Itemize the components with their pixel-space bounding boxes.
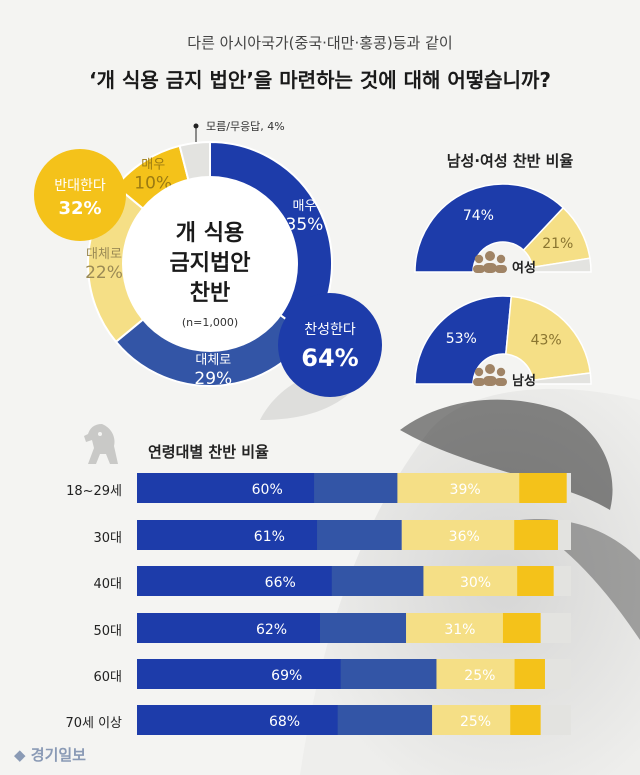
gender-slice-value: 21%: [542, 236, 573, 252]
gender-slice-value: 53%: [446, 331, 477, 347]
oppose-bubble-label: 반대한다: [54, 178, 106, 194]
age-bar-oppose-value: 30%: [460, 575, 491, 591]
logo: ◆ 경기일보: [14, 744, 86, 765]
age-bar-oppose-value: 39%: [450, 482, 481, 498]
page-title: ‘개 식용 금지 법안’을 마련하는 것에 대해 어떻습니까?: [89, 68, 551, 92]
donut-n-label: (n=1,000): [182, 316, 238, 329]
donut-slice-value: 35%: [286, 215, 324, 235]
age-bar-support-value: 61%: [254, 529, 285, 545]
age-bar-support-mild: [337, 705, 433, 735]
oppose-bubble-value: 32%: [58, 198, 101, 219]
donut-slice-label: 대체로: [195, 353, 231, 368]
age-bar-oppose-strong: [514, 659, 545, 689]
age-bar-oppose-value: 25%: [460, 714, 491, 730]
dog-icon: [84, 424, 118, 464]
logo-text: 경기일보: [30, 746, 86, 764]
age-bar-support-mild: [319, 613, 407, 643]
donut-slice-label: 매우: [292, 199, 316, 214]
age-bar-support-value: 66%: [265, 575, 296, 591]
age-category-label: 40대: [93, 577, 122, 592]
age-bar-oppose-value: 31%: [444, 622, 475, 638]
donut-slice-label: 매우: [141, 158, 165, 173]
age-section-title: 연령대별 찬반 비율: [148, 443, 269, 461]
age-category-label: 70세 이상: [65, 716, 122, 731]
female-label: 여성: [512, 260, 536, 276]
age-bar-oppose-value: 25%: [464, 668, 495, 684]
donut-slice-value: 10%: [134, 174, 172, 194]
donut-slice-value: 22%: [85, 263, 123, 283]
donut-slice-value: 29%: [194, 369, 232, 389]
age-bar-oppose-strong: [519, 473, 567, 503]
gender-slice: [531, 257, 592, 273]
age-bar-support-value: 60%: [252, 482, 283, 498]
oppose-bubble: [34, 149, 126, 241]
gender-half-donuts: 74% 21% 53% 43% 여성 남성: [414, 183, 592, 389]
donut-center-line3: 찬반: [190, 281, 230, 306]
donut-slice-label: 대체로: [86, 247, 122, 262]
gender-slice-value: 43%: [531, 332, 562, 348]
people-icon: [473, 364, 507, 386]
support-bubble-value: 64%: [301, 344, 358, 372]
age-bar-support-mild: [340, 659, 437, 689]
age-bar-oppose-strong: [502, 613, 541, 643]
age-bar-oppose-strong: [517, 566, 554, 596]
logo-mark-icon: ◆: [14, 746, 26, 764]
age-category-label: 60대: [93, 670, 122, 685]
age-bar-support-value: 68%: [269, 714, 300, 730]
gender-slice: [414, 295, 513, 385]
age-bar-support-mild: [331, 566, 424, 596]
gender-title: 남성·여성 찬반 비율: [446, 152, 574, 170]
support-bubble: [278, 293, 382, 397]
age-bar-support-value: 62%: [256, 622, 287, 638]
gender-slice: [505, 295, 592, 382]
subtitle: 다른 아시아국가(중국·대만·홍콩)등과 같이: [187, 34, 453, 52]
gender-slice-value: 74%: [463, 208, 494, 224]
support-bubble-label: 찬성한다: [304, 322, 356, 338]
age-bar-support-mild: [317, 520, 402, 550]
people-icon: [473, 251, 507, 273]
unknown-callout-dot: [193, 123, 199, 129]
donut-center-line2: 금지법안: [170, 251, 251, 276]
donut-center-disc: [122, 176, 298, 352]
age-bar-oppose-strong: [514, 520, 558, 550]
unknown-callout-text: 모름/무응답, 4%: [206, 120, 285, 133]
age-category-label: 30대: [93, 531, 122, 546]
age-category-label: 50대: [93, 624, 122, 639]
age-category-label: 18~29세: [66, 484, 122, 499]
gender-slice: [414, 183, 565, 273]
donut-center-line1: 개 식용: [176, 221, 244, 246]
age-bar-oppose-value: 36%: [449, 529, 480, 545]
age-bar-oppose-strong: [510, 705, 541, 735]
age-bar-support-value: 69%: [271, 668, 302, 684]
age-bar-support-mild: [314, 473, 398, 503]
male-label: 남성: [512, 373, 536, 389]
gender-slice: [531, 372, 592, 385]
